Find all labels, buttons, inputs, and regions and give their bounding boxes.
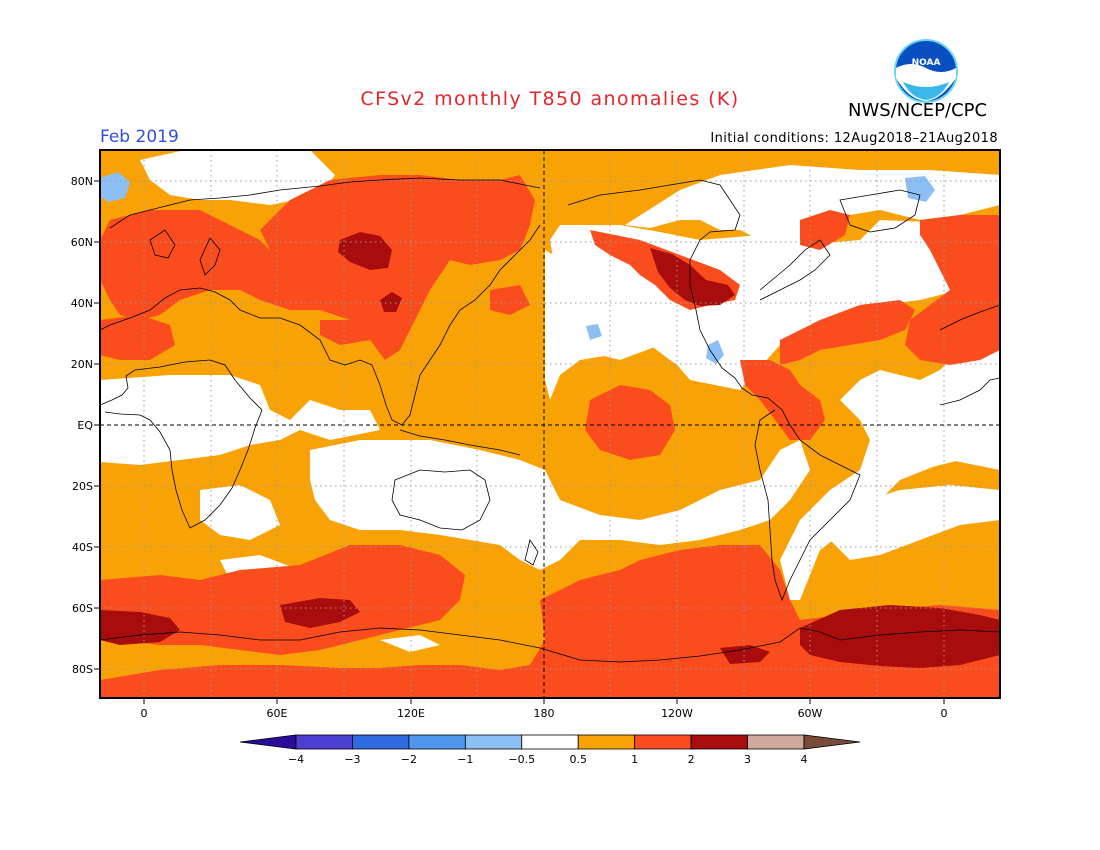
lat-label-2: 40N (71, 297, 93, 310)
colorbar-box-1 (352, 734, 410, 750)
lat-label-3: 20N (71, 358, 93, 371)
colorbar-box-8 (747, 734, 805, 750)
colorbar-labels: −4 −3 −2 −1 −0.5 0.5 1 2 3 4 (288, 753, 808, 766)
lon-label-5: 60W (798, 707, 823, 720)
colorbar-label-0: −4 (288, 753, 304, 766)
colorbar-arrow-low (239, 734, 297, 750)
lon-label-4: 120W (661, 707, 693, 720)
lon-label-2: 120E (397, 707, 425, 720)
logo-text: NOAA (912, 58, 941, 68)
lat-label-6: 40S (72, 541, 93, 554)
lat-label-0: 80N (71, 175, 93, 188)
colorbar-label-6: 1 (631, 753, 638, 766)
colorbar-label-5: 0.5 (569, 753, 587, 766)
coastlines (100, 177, 1000, 663)
anomaly-band-1-2 (100, 175, 1000, 698)
equator-dateline (100, 150, 1000, 698)
graticule (100, 150, 1000, 698)
lat-label-5: 20S (72, 480, 93, 493)
colorbar-label-4: −0.5 (508, 753, 535, 766)
colorbar-label-8: 3 (744, 753, 751, 766)
noaa-logo: NOAA (894, 39, 958, 103)
anomaly-band-neg-0.5 (100, 172, 935, 364)
lat-label-8: 80S (72, 663, 93, 676)
neutral-patches (100, 150, 1000, 682)
lon-label-0: 0 (141, 707, 148, 720)
lon-label-3: 180 (534, 707, 555, 720)
colorbar-label-1: −3 (344, 753, 360, 766)
colorbar-box-4 (521, 734, 579, 750)
colorbar-box-3 (464, 734, 523, 750)
colorbar-box-2 (408, 734, 466, 750)
colorbar-box-0 (295, 734, 353, 750)
colorbar-box-5 (577, 734, 636, 750)
colorbar (239, 734, 861, 750)
initial-conditions-label: Initial conditions: 12Aug2018–21Aug2018 (710, 131, 998, 146)
organization-label: NWS/NCEP/CPC (848, 100, 988, 121)
map-title: CFSv2 monthly T850 anomalies (K) (360, 88, 740, 110)
lon-label-1: 60E (267, 707, 288, 720)
lat-label-7: 60S (72, 602, 93, 615)
colorbar-label-7: 2 (688, 753, 695, 766)
lat-label-1: 60N (71, 236, 93, 249)
colorbar-box-6 (634, 734, 692, 750)
longitude-axis: 0 60E 120E 180 120W 60W 0 (141, 698, 948, 720)
colorbar-label-9: 4 (801, 753, 808, 766)
lat-label-4: EQ (77, 419, 93, 432)
lon-label-6: 0 (941, 707, 948, 720)
colorbar-label-2: −2 (401, 753, 417, 766)
latitude-axis: 80N 60N 40N 20N EQ 20S 40S 60S 80S (71, 175, 100, 676)
colorbar-arrow-high (803, 734, 861, 750)
valid-month-label: Feb 2019 (100, 127, 179, 147)
colorbar-label-3: −1 (457, 753, 473, 766)
map-frame (99, 149, 1001, 699)
colorbar-box-7 (690, 734, 748, 750)
anomaly-field (100, 150, 1000, 698)
